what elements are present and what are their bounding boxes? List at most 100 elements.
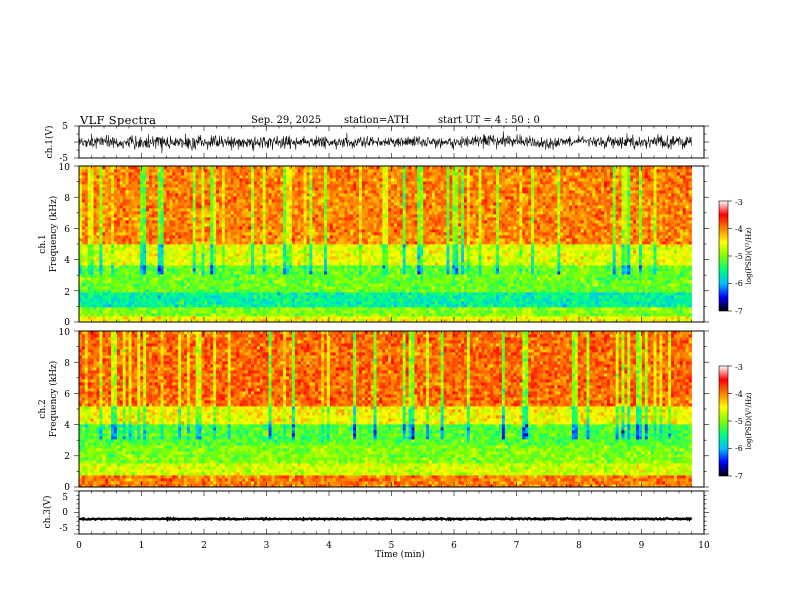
spectrogram-cell (251, 241, 254, 244)
spectrogram-cell (164, 301, 167, 304)
spectrogram-cell (237, 208, 240, 211)
spectrogram-cell (108, 277, 111, 280)
spectrogram-cell (207, 205, 210, 208)
spectrogram-cell (152, 166, 155, 169)
spectrogram-cell (117, 235, 120, 238)
spectrogram-cell (190, 202, 193, 205)
spectrogram-cell (237, 241, 240, 244)
spectrogram-cell (292, 199, 295, 202)
spectrogram-cell (324, 289, 327, 292)
spectrogram-cell (137, 205, 140, 208)
spectrogram-cell (222, 181, 225, 184)
spectrogram-cell (237, 307, 240, 310)
spectrogram-cell (178, 211, 181, 214)
spectrogram-cell (187, 262, 190, 265)
spectrogram-cell (318, 208, 321, 211)
spectrogram-cell (295, 178, 298, 181)
spectrogram-cell (199, 316, 202, 319)
spectrogram-cell (99, 244, 102, 247)
spectrogram-cell (99, 250, 102, 253)
spectrogram-cell (169, 241, 172, 244)
spectrogram-cell (231, 307, 234, 310)
spectrogram-cell (286, 190, 289, 193)
ch1-waveform-panel: 5 -5 ch.1(V) (44, 122, 709, 164)
spectrogram-cell (85, 220, 88, 223)
spectrogram-cell (137, 187, 140, 190)
spectrogram-cell (222, 310, 225, 313)
spectrogram-cell (272, 202, 275, 205)
spectrogram-cell (254, 274, 257, 277)
spectrogram-cell (333, 211, 336, 214)
spectrogram-cell (88, 229, 91, 232)
spectrogram-cell (193, 220, 196, 223)
spectrogram-cell (234, 172, 237, 175)
spectrogram-cell (193, 271, 196, 274)
spectrogram-cell (199, 205, 202, 208)
spectrogram-cell (172, 295, 175, 298)
spectrogram-cell (167, 169, 170, 172)
spectrogram-cell (164, 307, 167, 310)
spectrogram-cell (286, 205, 289, 208)
spectrogram-cell (239, 289, 242, 292)
spectrogram-cell (286, 229, 289, 232)
spectrogram-cell (181, 226, 184, 229)
spectrogram-cell (330, 184, 333, 187)
spectrogram-cell (304, 289, 307, 292)
spectrogram-cell (336, 235, 339, 238)
spectrogram-cell (301, 229, 304, 232)
spectrogram-cell (260, 262, 263, 265)
spectrogram-cell (204, 226, 207, 229)
spectrogram-cell (342, 199, 345, 202)
spectrogram-cell (237, 298, 240, 301)
spectrogram-cell (339, 301, 342, 304)
spectrogram-cell (318, 298, 321, 301)
spectrogram-cell (196, 259, 199, 262)
spectrogram-cell (216, 190, 219, 193)
spectrogram-cell (94, 172, 97, 175)
spectrogram-cell (344, 301, 347, 304)
spectrogram-cell (210, 184, 213, 187)
spectrogram-cell (266, 289, 269, 292)
spectrogram-cell (82, 295, 85, 298)
spectrogram-cell (242, 292, 245, 295)
spectrogram-cell (327, 289, 330, 292)
spectrogram-cell (181, 268, 184, 271)
spectrogram-cell (216, 298, 219, 301)
spectrogram-cell (333, 286, 336, 289)
spectrogram-cell (196, 250, 199, 253)
spectrogram-cell (199, 220, 202, 223)
spectrogram-cell (336, 298, 339, 301)
spectrogram-cell (292, 313, 295, 316)
spectrogram-cell (234, 262, 237, 265)
spectrogram-cell (333, 298, 336, 301)
spectrogram-cell (315, 178, 318, 181)
spectrogram-cell (99, 283, 102, 286)
spectrogram-cell (266, 181, 269, 184)
spectrogram-cell (239, 262, 242, 265)
spectrogram-cell (219, 217, 222, 220)
spectrogram-cell (193, 316, 196, 319)
spectrogram-cell (280, 289, 283, 292)
spectrogram-cell (219, 277, 222, 280)
spectrogram-cell (289, 208, 292, 211)
spectrogram-cell (251, 247, 254, 250)
spectrogram-cell (260, 304, 263, 307)
spectrogram-cell (260, 190, 263, 193)
spectrogram-cell (181, 187, 184, 190)
spectrogram-cell (225, 259, 228, 262)
spectrogram-cell (196, 253, 199, 256)
spectrogram-cell (260, 277, 263, 280)
spectrogram-cell (105, 259, 108, 262)
spectrogram-cell (172, 280, 175, 283)
spectrogram-cell (196, 280, 199, 283)
spectrogram-cell (257, 202, 260, 205)
spectrogram-cell (289, 175, 292, 178)
spectrogram-cell (88, 313, 91, 316)
spectrogram-cell (134, 286, 137, 289)
spectrogram-cell (117, 166, 120, 169)
spectrogram-cell (114, 178, 117, 181)
spectrogram-cell (321, 235, 324, 238)
spectrogram-cell (123, 268, 126, 271)
spectrogram-cell (216, 187, 219, 190)
spectrogram-cell (336, 190, 339, 193)
